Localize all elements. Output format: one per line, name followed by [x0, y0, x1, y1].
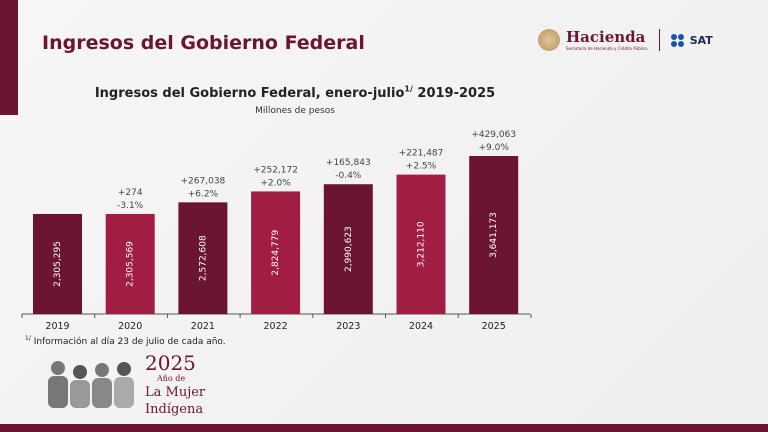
x-tick-label: 2022 [264, 321, 288, 332]
x-tick-label: 2025 [482, 321, 506, 332]
x-tick-label: 2021 [191, 321, 215, 332]
change-pct-label: +6.2% [188, 189, 219, 199]
bar [469, 156, 519, 314]
bar-value-label: 2,990,623 [344, 226, 354, 272]
bar-value-label: 3,212,110 [417, 221, 427, 267]
x-tick-label: 2020 [118, 321, 142, 332]
chart-subtitle: Millones de pesos [255, 106, 335, 116]
banner-line1: Año de [157, 374, 186, 383]
change-pct-label: -0.4% [335, 171, 362, 181]
change-pct-label: +2.0% [260, 178, 291, 188]
page-title: Ingresos del Gobierno Federal [42, 32, 365, 54]
logo: Hacienda Secretaría de Hacienda y Crédito… [538, 28, 713, 52]
bar [105, 213, 155, 314]
sat-icon [670, 33, 684, 47]
bottom-bar [0, 424, 768, 432]
change-abs-label: +165,843 [326, 158, 371, 168]
bar-value-label: 2,824,779 [271, 230, 281, 276]
bar-value-label: 2,305,295 [53, 241, 63, 287]
banner-year: 2025 [145, 351, 196, 375]
bar [323, 184, 373, 314]
year-banner: 2025 Año de La Mujer Indígena [145, 352, 205, 418]
bar-value-label: 2,305,569 [126, 241, 136, 287]
chart-title: Ingresos del Gobierno Federal, enero-jul… [94, 84, 496, 101]
change-abs-label: +274 [118, 188, 143, 198]
accent-bar [0, 0, 18, 115]
sat-logo: SAT [689, 33, 713, 47]
banner-line3: Indígena [145, 402, 204, 417]
bar [396, 174, 446, 314]
x-tick-label: 2019 [45, 321, 69, 332]
bar-value-label: 2,572,608 [198, 235, 208, 281]
bar [178, 202, 228, 314]
change-abs-label: +429,063 [471, 130, 516, 140]
x-tick-label: 2023 [336, 321, 360, 332]
seal-icon [538, 29, 560, 51]
hacienda-logo: Hacienda [566, 28, 646, 46]
change-pct-label: -3.1% [117, 201, 144, 211]
change-pct-label: +2.5% [406, 162, 437, 172]
women-illustration [48, 361, 134, 408]
bar-value-label: 3,641,173 [489, 212, 499, 258]
bar [251, 191, 301, 314]
change-pct-label: +9.0% [478, 143, 509, 153]
change-abs-label: +252,172 [253, 165, 298, 175]
change-abs-label: +221,487 [399, 149, 444, 159]
divider [658, 29, 660, 51]
change-abs-label: +267,038 [181, 176, 226, 186]
hacienda-sub: Secretaría de Hacienda y Crédito Público [566, 46, 648, 51]
x-tick-label: 2024 [409, 321, 433, 332]
bar [33, 213, 82, 314]
footnote: 1/ Información al día 23 de julio de cad… [25, 335, 226, 348]
banner-line2: La Mujer [145, 385, 206, 400]
